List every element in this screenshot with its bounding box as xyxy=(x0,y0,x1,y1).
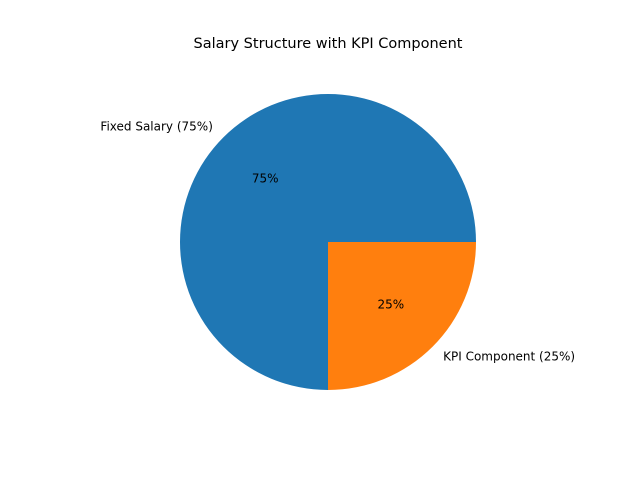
chart-title: Salary Structure with KPI Component xyxy=(194,36,463,52)
slice-label: KPI Component (25%) xyxy=(443,350,575,364)
value-label: 25% xyxy=(377,297,404,311)
value-label: 75% xyxy=(252,172,279,186)
slice-label: Fixed Salary (75%) xyxy=(100,119,212,133)
pie-slice xyxy=(328,242,476,390)
